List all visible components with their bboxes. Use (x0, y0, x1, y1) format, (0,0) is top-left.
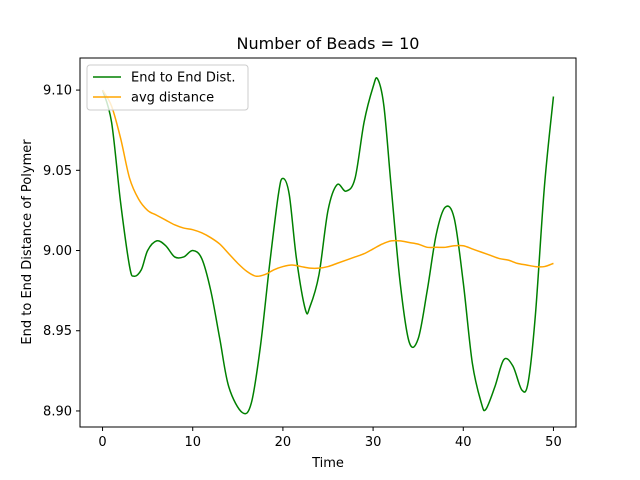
legend-label-end-to-end-dist: End to End Dist. (131, 71, 235, 86)
series-line-avg-distance (101, 89, 554, 278)
x-tick-label: 0 (98, 435, 106, 450)
x-axis-label: Time (311, 456, 344, 471)
y-tick-label: 8.95 (43, 324, 72, 339)
plot-lines (101, 76, 555, 415)
y-tick-label: 9.10 (43, 84, 72, 99)
y-tick-label: 8.90 (43, 404, 72, 419)
x-tick-label: 50 (545, 435, 562, 450)
y-axis-label: End to End Distance of Polymer (20, 139, 35, 345)
legend-label-avg-distance: avg distance (131, 91, 214, 106)
y-tick-label: 9.00 (43, 244, 72, 259)
x-axis: 0 10 20 30 40 50 (98, 427, 562, 450)
x-tick-label: 10 (184, 435, 201, 450)
x-tick-label: 40 (455, 435, 472, 450)
series-line-end-to-end-dist (101, 76, 555, 415)
plot-frame (79, 57, 577, 428)
legend: End to End Dist. avg distance (86, 64, 249, 111)
x-tick-label: 20 (275, 435, 292, 450)
x-tick-label: 30 (365, 435, 382, 450)
y-tick-label: 9.05 (43, 164, 72, 179)
legend-box (86, 64, 249, 111)
chart-title: Number of Beads = 10 (237, 34, 420, 53)
y-axis: 8.90 8.95 9.00 9.05 9.10 (43, 84, 80, 419)
